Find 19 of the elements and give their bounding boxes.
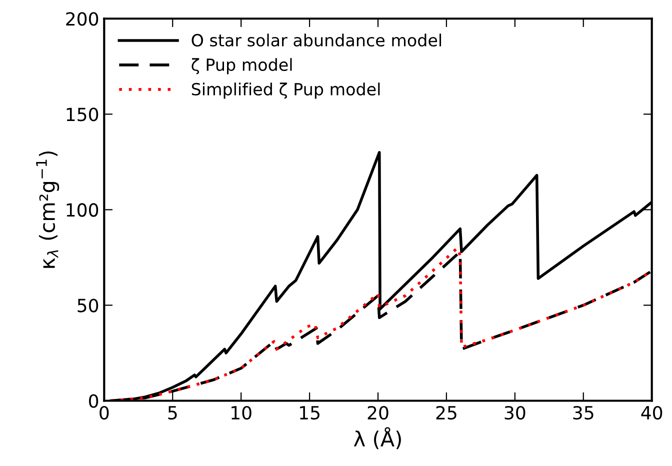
y-tick-label: 200 <box>66 12 98 26</box>
x-tick-label: 15 <box>300 406 320 420</box>
y-tick-label: 0 <box>89 394 98 408</box>
legend-label: ζ Pup model <box>192 58 292 74</box>
x-tick-label: 20 <box>368 406 388 420</box>
y-tick-label: 150 <box>66 108 98 122</box>
legend-label: O star solar abundance model <box>192 34 442 47</box>
x-tick-label: 0 <box>100 406 109 420</box>
y-tick-label: 100 <box>66 203 98 217</box>
x-tick-label: 35 <box>573 406 594 420</box>
x-tick-label: 5 <box>168 406 177 420</box>
y-axis-title: κ$_{λ}$ (cm²g$^{−1}$) <box>36 151 60 268</box>
y-tick-label: 50 <box>78 298 98 312</box>
x-tick-label: 40 <box>641 406 662 420</box>
x-tick-label: 25 <box>436 406 456 420</box>
x-tick-label: 30 <box>504 406 526 420</box>
legend-label: Simplified ζ Pup model <box>192 82 380 99</box>
x-axis-title: λ (Å) <box>354 427 401 450</box>
x-tick-label: 10 <box>232 406 252 420</box>
